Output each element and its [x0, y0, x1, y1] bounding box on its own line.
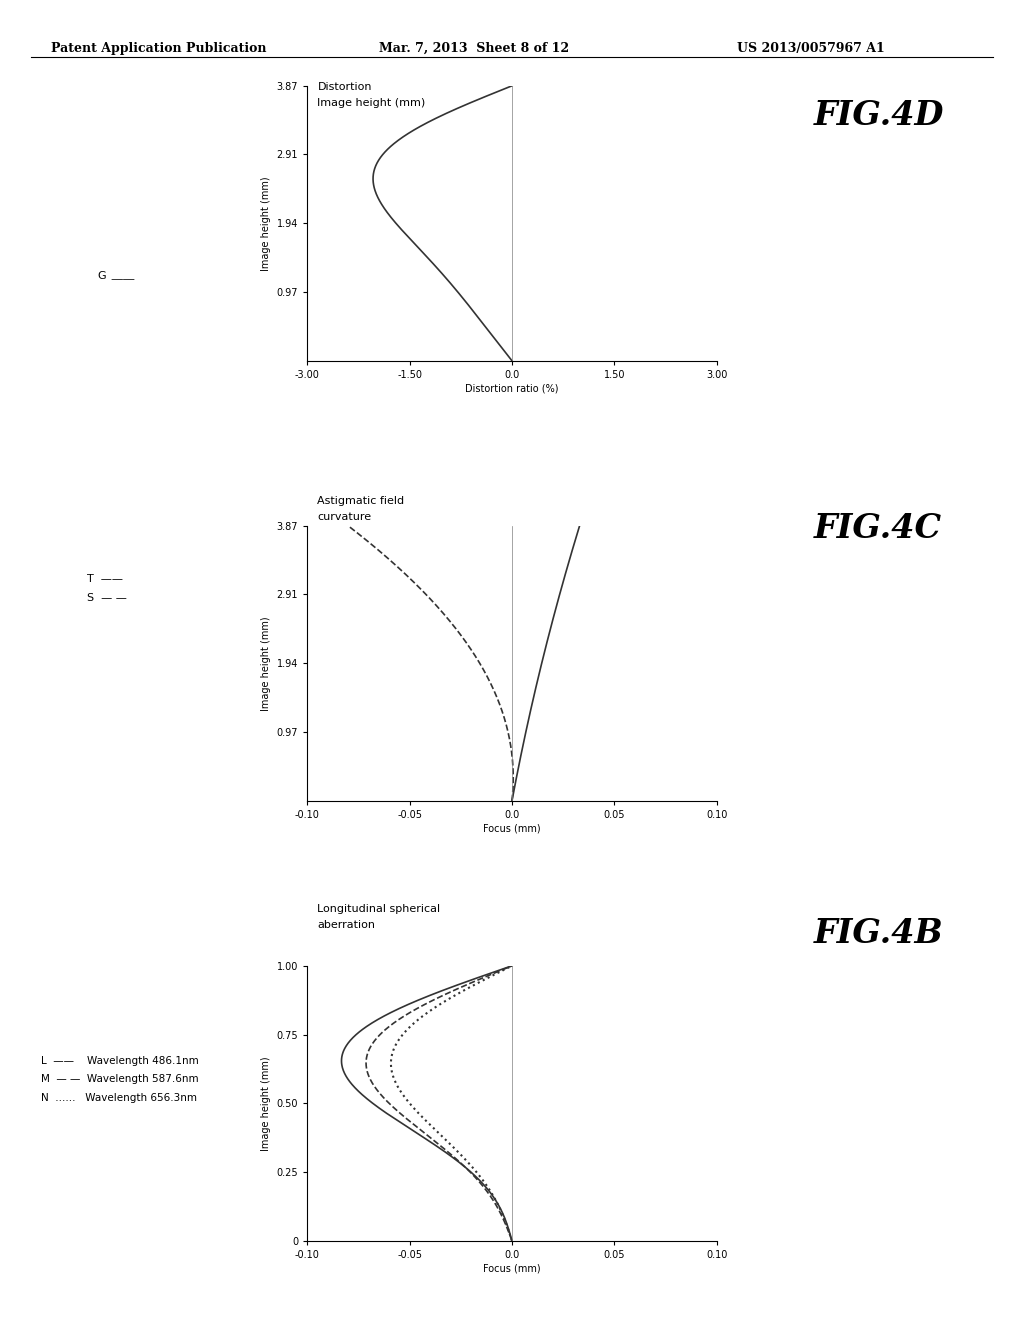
X-axis label: Focus (mm): Focus (mm) [483, 1265, 541, 1274]
L [344, 1034, 356, 1049]
Text: G: G [97, 271, 105, 281]
M [506, 958, 518, 974]
N [494, 1200, 506, 1216]
X-axis label: Distortion ratio (%): Distortion ratio (%) [465, 384, 559, 393]
T [507, 760, 519, 776]
Text: US 2013/0057967 A1: US 2013/0057967 A1 [737, 42, 885, 55]
N [392, 1034, 404, 1049]
T [450, 620, 462, 636]
S [506, 793, 518, 809]
Line: L: L [341, 966, 512, 1241]
N [506, 1233, 518, 1249]
Text: S  — —: S — — [87, 593, 127, 603]
S [552, 593, 564, 609]
Text: Astigmatic field: Astigmatic field [317, 496, 404, 507]
Text: T  ——: T —— [87, 574, 123, 585]
Text: Distortion: Distortion [317, 82, 372, 92]
T [426, 593, 438, 609]
L [343, 1035, 355, 1051]
Text: Image height (mm): Image height (mm) [317, 98, 426, 108]
T [506, 793, 518, 809]
Y-axis label: Image height (mm): Image height (mm) [261, 616, 271, 710]
L [336, 1060, 348, 1076]
Text: L  ——    Wavelength 486.1nm: L —— Wavelength 486.1nm [41, 1056, 199, 1067]
Text: ——: —— [111, 273, 135, 286]
L [506, 1233, 518, 1249]
Line: M: M [366, 966, 512, 1241]
Text: aberration: aberration [317, 920, 376, 931]
N [391, 1035, 403, 1051]
S [573, 517, 586, 533]
N [385, 1060, 397, 1076]
M [506, 1233, 518, 1249]
Line: N: N [391, 966, 512, 1241]
Line: S: S [512, 525, 580, 801]
Y-axis label: Image height (mm): Image height (mm) [261, 1056, 271, 1151]
L [409, 1125, 421, 1140]
M [417, 1125, 429, 1140]
T [427, 594, 439, 610]
Text: curvature: curvature [317, 512, 372, 523]
S [545, 620, 557, 636]
M [441, 1143, 454, 1159]
N [431, 1125, 443, 1140]
S [524, 704, 537, 719]
T [496, 704, 508, 719]
N [506, 958, 518, 974]
S [512, 760, 524, 776]
M [368, 1035, 380, 1051]
Text: FIG.4B: FIG.4B [814, 917, 944, 950]
Text: Mar. 7, 2013  Sheet 8 of 12: Mar. 7, 2013 Sheet 8 of 12 [379, 42, 569, 55]
L [438, 1143, 451, 1159]
Text: FIG.4D: FIG.4D [814, 99, 944, 132]
Text: N  ......   Wavelength 656.3nm: N ...... Wavelength 656.3nm [41, 1093, 197, 1104]
T [342, 517, 354, 533]
Text: FIG.4C: FIG.4C [814, 512, 942, 545]
X-axis label: Focus (mm): Focus (mm) [483, 824, 541, 834]
S [528, 684, 541, 700]
M [360, 1060, 373, 1076]
L [506, 958, 518, 974]
L [494, 1200, 506, 1216]
M [492, 1200, 504, 1216]
Line: T: T [348, 525, 513, 801]
S [551, 594, 563, 610]
T [488, 684, 501, 700]
Text: Patent Application Publication: Patent Application Publication [51, 42, 266, 55]
Text: Longitudinal spherical: Longitudinal spherical [317, 904, 440, 915]
Y-axis label: Image height (mm): Image height (mm) [261, 176, 271, 271]
Text: M  — —  Wavelength 587.6nm: M — — Wavelength 587.6nm [41, 1074, 199, 1085]
M [369, 1034, 381, 1049]
N [452, 1143, 464, 1159]
